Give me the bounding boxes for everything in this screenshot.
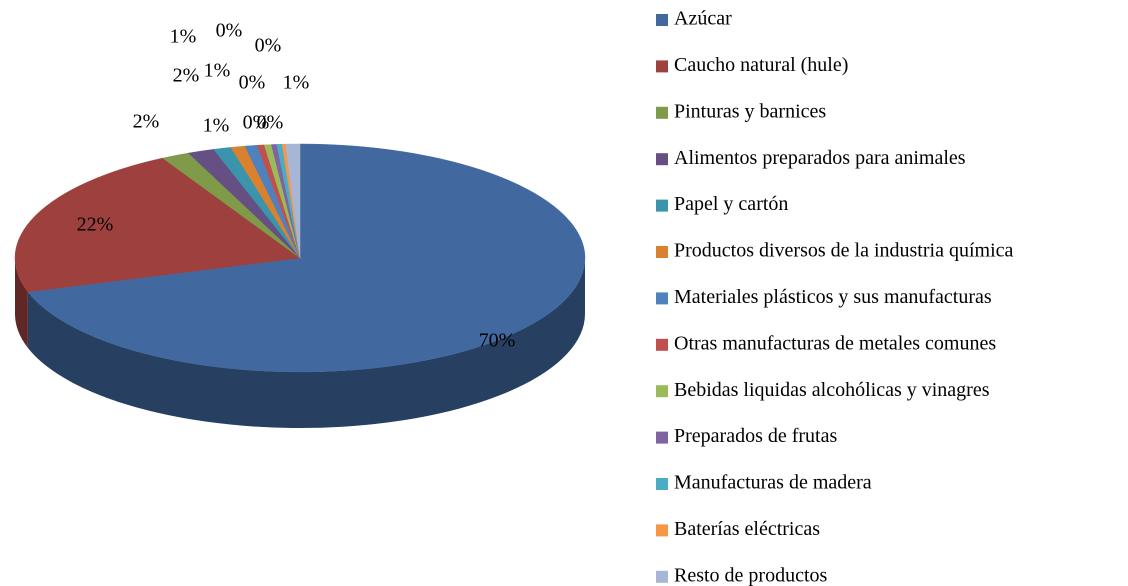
data-label: 70% bbox=[479, 330, 516, 352]
legend-swatch bbox=[656, 338, 668, 351]
data-label: 1% bbox=[203, 115, 230, 137]
data-label: 2% bbox=[133, 111, 160, 133]
legend-label: Materiales plásticos y sus manufacturas bbox=[674, 286, 992, 308]
data-label: 0% bbox=[243, 112, 270, 134]
legend-swatch bbox=[656, 478, 668, 490]
legend-swatch bbox=[656, 199, 668, 212]
legend-label: Azúcar bbox=[674, 8, 732, 30]
legend-label: Baterías eléctricas bbox=[674, 518, 820, 540]
slice bbox=[27, 143, 586, 373]
legend-swatch bbox=[656, 106, 668, 119]
legend-label: Bebidas liquidas alcohólicas y vinagres bbox=[674, 379, 990, 401]
slice-side bbox=[15, 258, 28, 348]
data-label: 0% bbox=[239, 72, 266, 94]
data-label: 1% bbox=[204, 60, 231, 82]
legend-label: Pinturas y barnices bbox=[674, 100, 826, 122]
legend-swatch bbox=[656, 292, 668, 305]
legend-label: Productos diversos de la industria quími… bbox=[674, 240, 1014, 262]
legend-label: Alimentos preparados para animales bbox=[674, 147, 966, 169]
legend-swatch bbox=[656, 246, 668, 258]
data-label: 2% bbox=[173, 65, 200, 87]
legend-swatch bbox=[656, 14, 668, 26]
legend-swatch bbox=[656, 60, 668, 73]
slice-side bbox=[27, 258, 586, 429]
legend-swatch bbox=[656, 570, 668, 583]
data-label: 1% bbox=[283, 72, 310, 94]
legend-label: Otras manufacturas de metales comunes bbox=[674, 332, 996, 354]
legend-label: Manufacturas de madera bbox=[674, 472, 872, 494]
data-label: 1% bbox=[170, 26, 197, 48]
legend-swatch bbox=[656, 524, 668, 537]
data-label: 0% bbox=[257, 112, 284, 134]
slice bbox=[285, 143, 301, 259]
legend-swatch bbox=[656, 153, 668, 166]
slice bbox=[14, 157, 301, 293]
legend-label: Resto de productos bbox=[674, 564, 828, 586]
legend-swatch bbox=[656, 385, 668, 398]
legend-label: Papel y cartón bbox=[674, 193, 788, 215]
legend-label: Caucho natural (hule) bbox=[674, 54, 848, 76]
legend-label: Preparados de frutas bbox=[674, 425, 837, 447]
legend-swatch bbox=[656, 431, 668, 444]
data-label: 0% bbox=[216, 20, 243, 42]
data-label: 0% bbox=[255, 35, 282, 57]
data-label: 22% bbox=[77, 214, 114, 236]
